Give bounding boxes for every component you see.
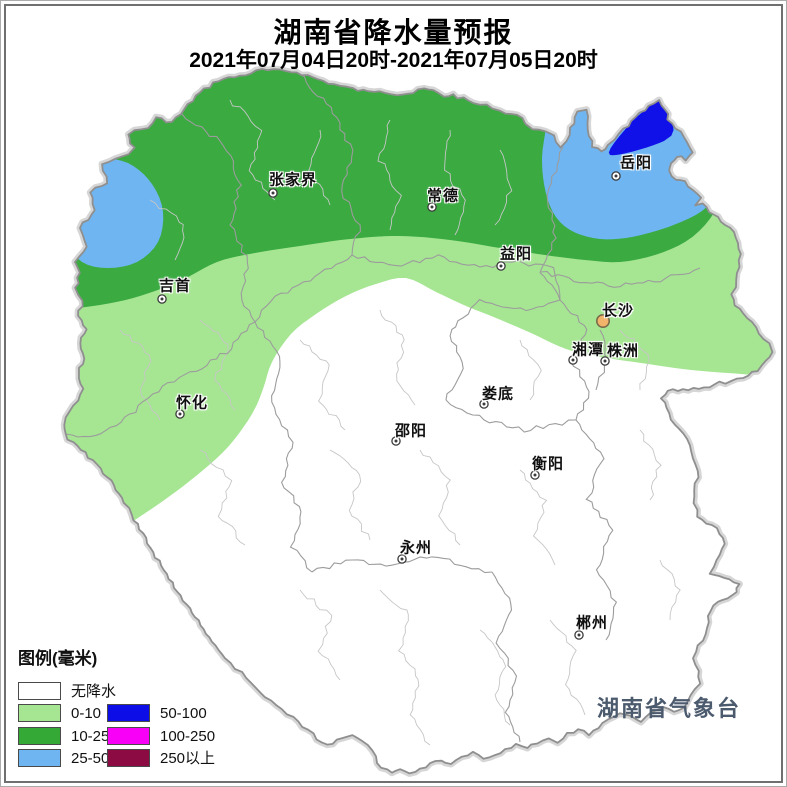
- legend-swatch-0-10: [18, 704, 61, 723]
- city-marker-dot-郴州: [577, 633, 581, 637]
- band-25-50-yueyang: [542, 97, 714, 240]
- city-marker-dot-衡阳: [533, 473, 537, 477]
- city-marker-dot-湘潭: [571, 358, 575, 362]
- county-boundary-line: [299, 339, 346, 431]
- prefecture-boundary-line: [298, 73, 361, 256]
- legend-label: 250以上: [160, 750, 216, 768]
- county-boundary-line: [329, 449, 371, 541]
- city-marker-dot-怀化: [178, 412, 182, 416]
- band-50-100-yueyang: [608, 100, 674, 156]
- prefecture-boundary-line: [65, 321, 256, 438]
- admin-boundaries: [65, 73, 701, 746]
- prefecture-boundary-line: [254, 254, 353, 323]
- prefecture-boundary-line: [445, 298, 561, 401]
- legend-label: 50-100: [160, 705, 207, 723]
- city-marker-dot-株洲: [603, 359, 607, 363]
- legend: 图例(毫米) 无降水 0-10 10-25 25-50 50-100 100-250 250…: [18, 644, 268, 782]
- county-boundary-line: [379, 309, 416, 406]
- city-marker-dot-常德: [430, 205, 434, 209]
- county-boundary-line: [379, 589, 431, 746]
- county-boundary-line: [308, 129, 331, 206]
- prefecture-boundary-line: [254, 321, 313, 573]
- county-boundary-line: [199, 449, 246, 546]
- county-boundary-line: [229, 99, 276, 201]
- legend-items: 无降水 0-10 10-25 25-50 50-100 100-250 250以上: [18, 682, 268, 782]
- prefecture-boundary-line: [181, 113, 256, 323]
- county-boundary-line: [419, 449, 461, 546]
- legend-swatch-100-250: [107, 726, 150, 745]
- county-boundary-line: [377, 119, 402, 231]
- legend-swatch-50-100: [107, 704, 150, 723]
- legend-swatch-250以上: [107, 749, 150, 768]
- city-marker-dot-岳阳: [614, 174, 618, 178]
- prefecture-boundary-line: [540, 267, 701, 288]
- county-boundary-line: [659, 559, 681, 621]
- legend-label: 10-25: [71, 727, 110, 745]
- legend-label: 无降水: [71, 683, 117, 700]
- county-boundary-line: [494, 149, 513, 226]
- page-subtitle: 2021年07月04日20时-2021年07月05日20时: [189, 49, 598, 72]
- prefecture-boundary-line: [351, 254, 561, 301]
- county-boundary-line: [479, 629, 511, 726]
- legend-swatch-25-50: [18, 749, 61, 768]
- city-marker-dot-娄底: [482, 402, 486, 406]
- county-boundary-line: [444, 129, 466, 236]
- prefecture-boundary-line: [445, 399, 577, 433]
- city-marker-dot-邵阳: [394, 439, 398, 443]
- attribution: 湖南省气象台: [597, 696, 742, 721]
- province-border: [63, 68, 774, 775]
- county-boundary-line: [619, 329, 650, 391]
- prefecture-boundary-line: [491, 571, 521, 743]
- county-boundary-line: [199, 319, 236, 411]
- county-boundary-line: [299, 589, 341, 681]
- county-boundary-line: [119, 329, 161, 421]
- county-boundary-line: [639, 429, 662, 501]
- county-boundary-line: [519, 469, 556, 566]
- county-boundary-line: [549, 619, 586, 716]
- legend-label: 25-50: [71, 750, 110, 768]
- prefecture-boundary-line: [559, 299, 590, 421]
- city-marker-dot-张家界: [271, 191, 275, 195]
- city-marker-dot-永州: [400, 557, 404, 561]
- city-marker-dot-益阳: [499, 264, 503, 268]
- city-markers: [157, 171, 621, 640]
- legend-swatch-无降水: [18, 682, 61, 700]
- capital-marker-长沙: [595, 313, 610, 328]
- legend-label: 0-10: [71, 705, 102, 723]
- legend-swatch-10-25: [18, 726, 61, 745]
- city-marker-dot-吉首: [160, 297, 164, 301]
- county-boundary-line: [519, 339, 542, 401]
- page-title: 湖南省降水量预报: [273, 17, 514, 48]
- prefecture-boundary-line: [539, 146, 564, 301]
- county-boundary-line: [149, 199, 185, 261]
- legend-label: 100-250: [160, 727, 216, 745]
- legend-title: 图例(毫米): [18, 649, 98, 668]
- prefecture-boundary-line: [575, 419, 618, 641]
